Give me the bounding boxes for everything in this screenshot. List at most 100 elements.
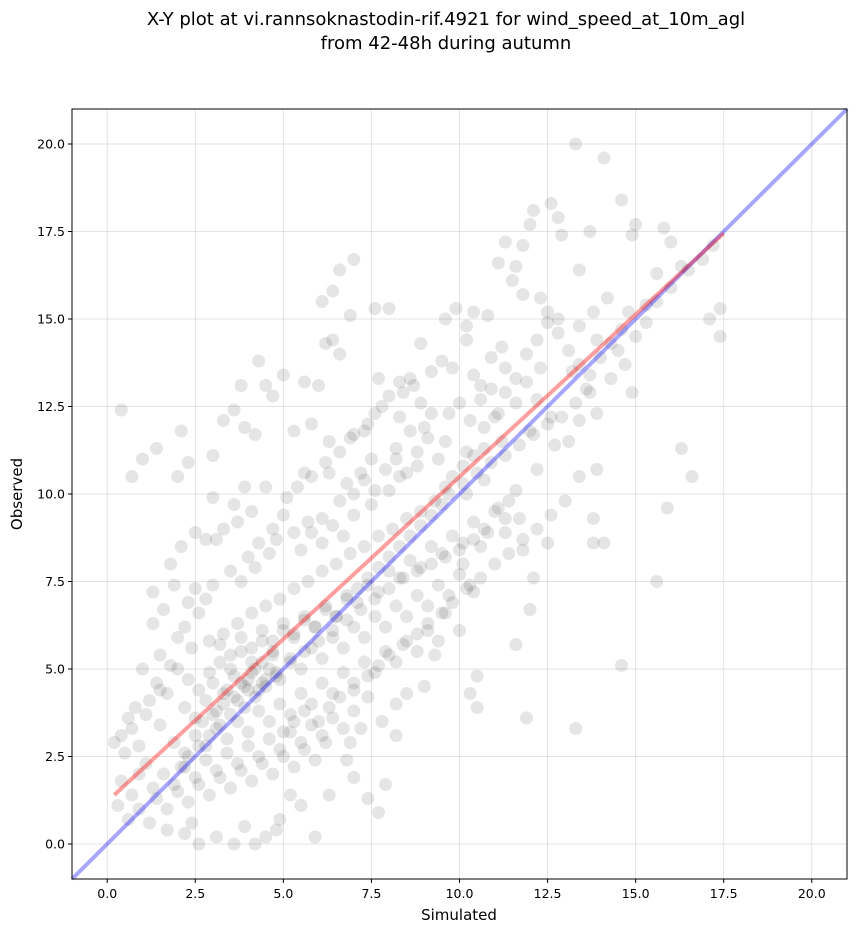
scatter-point-103	[340, 753, 354, 767]
scatter-point-155	[322, 466, 336, 480]
scatter-point-207	[477, 442, 491, 455]
scatter-point-162	[414, 396, 428, 410]
scatter-point-529	[150, 676, 164, 690]
x-tick-label-6: 15.0	[622, 886, 650, 901]
scatter-point-458	[290, 480, 304, 494]
scatter-point-332	[305, 697, 319, 711]
scatter-point-479	[396, 638, 410, 651]
scatter-point-288	[477, 522, 491, 536]
scatter-point-49	[551, 211, 565, 224]
scatter-point-123	[143, 816, 156, 830]
scatter-point-19	[319, 337, 333, 350]
scatter-point-372	[234, 764, 248, 777]
scatter-point-470	[287, 715, 301, 728]
scatter-point-448	[453, 396, 466, 410]
scatter-point-193	[639, 298, 653, 312]
scatter-point-404	[393, 540, 407, 553]
scatter-point-83	[541, 536, 555, 550]
scatter-point-219	[287, 526, 301, 539]
scatter-point-471	[298, 704, 311, 718]
scatter-point-48	[544, 197, 558, 210]
scatter-point-58	[650, 267, 664, 280]
scatter-point-356	[273, 743, 287, 756]
scatter-point-91	[467, 585, 481, 599]
scatter-point-181	[625, 386, 639, 399]
scatter-point-523	[424, 557, 438, 571]
scatter-point-351	[220, 746, 234, 760]
scatter-point-433	[294, 543, 308, 557]
scatter-point-469	[276, 725, 290, 739]
scatter-point-92	[453, 624, 466, 637]
regression-line	[112, 231, 726, 797]
scatter-point-295	[220, 683, 234, 697]
scatter-point-106	[379, 778, 393, 791]
scatter-point-309	[368, 610, 382, 623]
scatter-point-191	[586, 305, 600, 319]
scatter-point-194	[579, 382, 593, 396]
scatter-point-66	[685, 470, 699, 483]
scatter-point-129	[132, 739, 146, 753]
y-tick-label-7: 17.5	[37, 224, 65, 239]
scatter-point-247	[428, 494, 442, 508]
scatter-point-477	[371, 659, 385, 672]
scatter-point-100	[361, 690, 375, 704]
scatter-point-104	[347, 771, 361, 784]
scatter-point-158	[364, 452, 378, 466]
scatter-point-257	[569, 396, 583, 410]
scatter-point-204	[544, 410, 558, 424]
scatter-point-238	[301, 575, 315, 588]
scatter-point-77	[470, 701, 484, 714]
scatter-point-117	[227, 837, 241, 851]
scatter-point-75	[569, 722, 583, 735]
scatter-point-20	[326, 333, 340, 347]
scatter-point-265	[234, 645, 248, 658]
scatter-point-426	[629, 330, 643, 343]
scatter-point-363	[347, 704, 361, 718]
scatter-point-147	[216, 522, 230, 536]
scatter-point-141	[188, 582, 202, 595]
scatter-point-74	[572, 470, 586, 483]
scatter-point-410	[456, 459, 470, 473]
scatter-point-418	[541, 316, 555, 329]
scatter-point-279	[382, 564, 396, 578]
scatter-point-27	[368, 302, 382, 315]
scatter-point-60	[664, 235, 678, 249]
scatter-point-258	[583, 386, 597, 399]
scatter-point-322	[199, 739, 213, 753]
scatter-point-274	[329, 610, 343, 623]
scatter-point-89	[474, 540, 488, 553]
scatter-point-154	[298, 466, 311, 480]
scatter-point-527	[481, 526, 495, 539]
scatter-point-241	[343, 547, 357, 560]
scatter-point-535	[132, 767, 146, 781]
scatter-point-405	[403, 529, 417, 543]
scatter-point-445	[421, 431, 435, 445]
scatter-point-134	[153, 648, 167, 662]
scatter-point-489	[530, 522, 544, 536]
scatter-point-210	[424, 407, 438, 420]
scatter-point-401	[361, 571, 375, 585]
x-tick-label-3: 7.5	[361, 886, 381, 901]
scatter-point-515	[312, 634, 326, 648]
scatter-point-28	[382, 302, 396, 315]
scatter-point-15	[266, 389, 280, 403]
scatter-point-313	[410, 589, 424, 602]
scatter-point-342	[410, 645, 424, 658]
scatter-point-73	[590, 463, 604, 476]
scatter-point-497	[255, 655, 269, 669]
scatter-point-539	[121, 813, 135, 826]
scatter-point-493	[248, 690, 262, 704]
scatter-point-343	[421, 624, 435, 637]
scatter-point-112	[273, 813, 287, 826]
scatter-point-133	[135, 662, 149, 676]
scatter-point-388	[224, 648, 238, 662]
scatter-point-278	[371, 585, 385, 599]
scatter-point-330	[283, 708, 297, 721]
scatter-point-198	[498, 361, 512, 375]
scatter-point-284	[435, 547, 449, 560]
scatter-point-381	[206, 676, 220, 690]
scatter-point-514	[298, 645, 311, 658]
scatter-point-365	[160, 802, 174, 816]
scatter-point-431	[696, 253, 710, 266]
scatter-point-253	[512, 438, 526, 452]
